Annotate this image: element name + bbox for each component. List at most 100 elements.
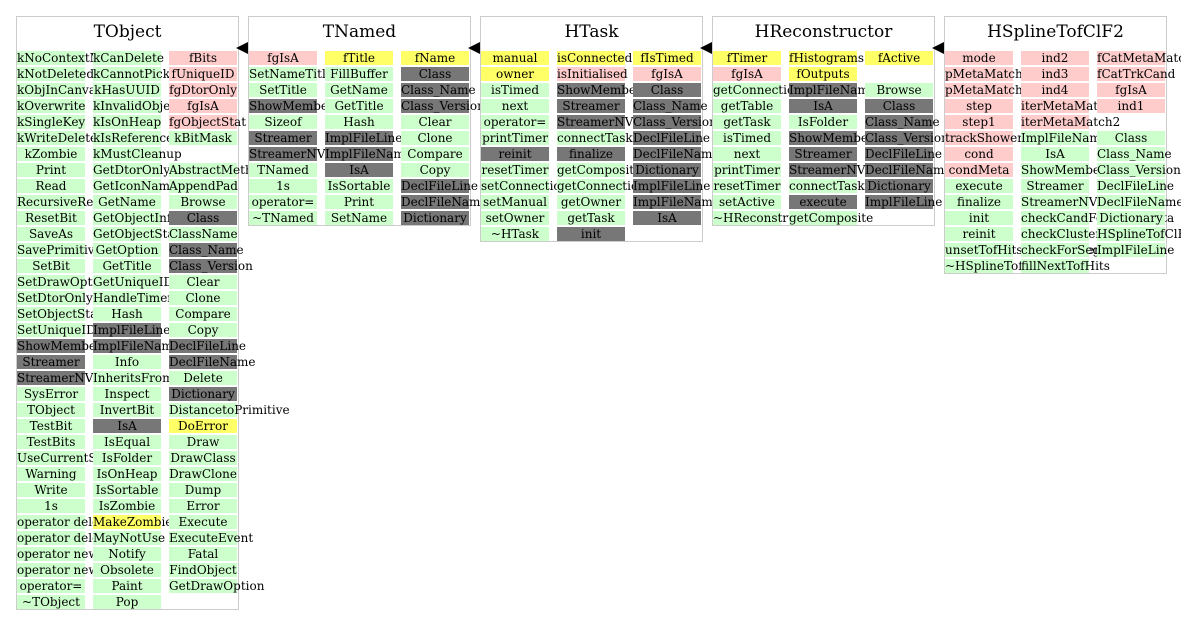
member-cell: IsA bbox=[325, 163, 393, 177]
member-cell: Dictionary bbox=[633, 163, 701, 177]
member-cell: Inspect bbox=[93, 387, 161, 401]
class-box-hreconstructor: HReconstructor fTimer fgIsA getConnections… bbox=[712, 16, 952, 226]
member-cell: ShowMembers bbox=[1021, 163, 1112, 177]
member-cell: GetTitle bbox=[325, 99, 393, 113]
member-cell: DeclFileLine bbox=[1097, 179, 1175, 193]
member-cell: pMetaMatch1 bbox=[945, 67, 1031, 81]
member-cell: getTask bbox=[713, 115, 781, 129]
member-cell: GetOption bbox=[93, 243, 161, 257]
member-cell: SetName bbox=[325, 211, 393, 225]
member-cell: GetObjectInfo bbox=[93, 211, 179, 225]
member-cell: connectTask bbox=[557, 131, 633, 145]
member-cell: Print bbox=[325, 195, 393, 209]
member-cell: SysError bbox=[17, 387, 85, 401]
member-cell: reinit bbox=[945, 227, 1013, 241]
member-cell: ImplFileName bbox=[1021, 131, 1108, 145]
member-cell: fOutputs bbox=[789, 67, 857, 81]
member-cell: Warning bbox=[17, 467, 85, 481]
class-title: HSplineTofClF2 bbox=[987, 22, 1124, 42]
class-box-tnamed: TNamed fgIsA SetNameTitle SetTitle ShowMemb… bbox=[248, 16, 488, 226]
member-cell: step bbox=[945, 99, 1013, 113]
member-cell: kBitMask bbox=[169, 131, 237, 145]
member-cell: Copy bbox=[169, 323, 237, 337]
member-cell: kNotDeleted bbox=[17, 67, 95, 81]
member-cell: ImplFileName bbox=[325, 147, 412, 161]
member-cell: fgDtorOnly bbox=[169, 83, 237, 97]
member-cell: ClassName bbox=[169, 227, 238, 241]
member-cell: fgIsA bbox=[1097, 83, 1165, 97]
member-cell: 1s bbox=[249, 179, 317, 193]
member-cell: Class_Name bbox=[1097, 147, 1172, 161]
member-cell: Hash bbox=[325, 115, 393, 129]
member-cell: RecursiveRemove bbox=[17, 195, 126, 209]
member-cell: Streamer bbox=[1021, 179, 1089, 193]
member-cell: isTimed bbox=[713, 131, 781, 145]
member-cell: mode bbox=[945, 51, 1013, 65]
member-cell: ResetBit bbox=[17, 211, 85, 225]
member-cell: FillBuffer bbox=[325, 67, 393, 81]
member-cell: Draw bbox=[169, 435, 237, 449]
member-cell: resetTimer bbox=[481, 163, 549, 177]
member-cell: kWriteDelete bbox=[17, 131, 98, 145]
member-cell: getTask bbox=[557, 211, 625, 225]
member-cell: printTimer bbox=[713, 163, 781, 177]
member-cell: unsetTofHitsFromCluster bbox=[945, 243, 1100, 257]
member-cell: Sizeof bbox=[249, 115, 317, 129]
member-cell: ImplFileName bbox=[93, 339, 180, 353]
member-cell: Obsolete bbox=[93, 563, 161, 577]
member-cell: finalize bbox=[557, 147, 625, 161]
member-cell: manual bbox=[481, 51, 549, 65]
member-cell: Delete bbox=[169, 371, 237, 385]
member-cell: fgObjectStat bbox=[169, 115, 247, 129]
member-cell: Browse bbox=[865, 83, 933, 97]
member-cell: init bbox=[945, 211, 1013, 225]
member-cell: Write bbox=[17, 483, 85, 497]
member-cell: step1 bbox=[945, 115, 1013, 129]
member-cell: HandleTimer bbox=[93, 291, 174, 305]
member-cell: init bbox=[557, 227, 625, 241]
member-cell: IsEqual bbox=[93, 435, 161, 449]
member-cell: SetNameTitle bbox=[249, 67, 333, 81]
member-cell: FindObject bbox=[169, 563, 237, 577]
member-cell: operator= bbox=[481, 115, 549, 129]
member-cell: finalize bbox=[945, 195, 1013, 209]
member-cell: Class bbox=[401, 67, 469, 81]
member-cell: kOverwrite bbox=[17, 99, 86, 113]
member-column: manual owner isTimed next operator= printTime… bbox=[481, 51, 575, 243]
member-cell: ind2 bbox=[1021, 51, 1089, 65]
member-cell: ImplFileLine bbox=[865, 195, 943, 209]
member-cell: ~HReconstructor bbox=[713, 211, 821, 225]
member-cell: 1s bbox=[17, 499, 85, 513]
member-cell: TestBit bbox=[17, 419, 85, 433]
member-cell: Clone bbox=[169, 291, 237, 305]
member-cell: checkCandForSameMeta bbox=[1021, 211, 1174, 225]
member-cell: Streamer bbox=[789, 147, 857, 161]
member-cell: resetTimer bbox=[713, 179, 781, 193]
member-cell: Clear bbox=[169, 275, 237, 289]
member-cell: ShowMembers bbox=[249, 99, 340, 113]
member-cell: DeclFileLine bbox=[169, 339, 247, 353]
member-cell: pMetaMatch2 bbox=[945, 83, 1031, 97]
member-cell: Class bbox=[169, 211, 237, 225]
member-cell: SetObjectStat bbox=[17, 307, 103, 321]
member-column: kCanDelete kCannotPick kHasUUID kInvalidObj… bbox=[93, 51, 182, 611]
member-cell: DoError bbox=[169, 419, 237, 433]
member-cell: fgIsA bbox=[169, 99, 237, 113]
member-cell: IsFolder bbox=[789, 115, 857, 129]
member-cell: StreamerNVirtual bbox=[249, 147, 359, 161]
member-cell: Clear bbox=[401, 115, 469, 129]
member-cell: Clone bbox=[401, 131, 469, 145]
member-cell: Class_Name bbox=[865, 115, 940, 129]
member-cell: ShowMembers bbox=[17, 339, 108, 353]
member-cell: TObject bbox=[17, 403, 85, 417]
member-cell: trackShowerOverlap bbox=[945, 131, 1072, 145]
member-cell: DrawClone bbox=[169, 467, 237, 481]
member-cell: execute bbox=[945, 179, 1013, 193]
member-column: kNoContextMenu kNotDeleted kObjInCanvas kOv… bbox=[17, 51, 126, 611]
member-cell: ShowMembers bbox=[557, 83, 648, 97]
inheritance-arrow-icon bbox=[236, 42, 248, 54]
class-title: TObject bbox=[93, 22, 162, 42]
member-cell: kNoContextMenu bbox=[17, 51, 125, 65]
member-cell: Fatal bbox=[169, 547, 237, 561]
member-cell: GetDtorOnly bbox=[93, 163, 171, 177]
